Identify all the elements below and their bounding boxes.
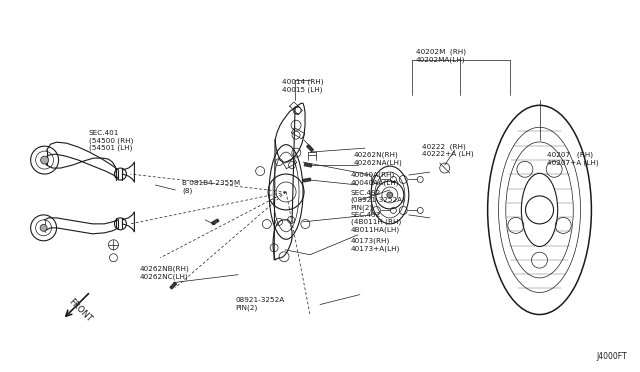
Text: 40262NB(RH)
40262NC(LH): 40262NB(RH) 40262NC(LH)	[140, 266, 189, 280]
Circle shape	[40, 224, 47, 231]
Text: B 081B4-2355M
(8): B 081B4-2355M (8)	[182, 180, 240, 193]
Polygon shape	[305, 163, 312, 167]
Polygon shape	[212, 219, 219, 225]
Text: SEC.492
(4B011H (RH)
4B011HA(LH): SEC.492 (4B011H (RH) 4B011HA(LH)	[351, 212, 401, 233]
Polygon shape	[303, 178, 310, 182]
Polygon shape	[170, 282, 177, 289]
Text: SEC.401
(54500 (RH)
(54501 (LH): SEC.401 (54500 (RH) (54501 (LH)	[89, 131, 133, 151]
Polygon shape	[307, 145, 314, 151]
Circle shape	[40, 156, 49, 164]
Text: 40173(RH)
40173+A(LH): 40173(RH) 40173+A(LH)	[351, 238, 400, 252]
Text: 08921-3252A
PIN(2): 08921-3252A PIN(2)	[236, 297, 285, 311]
Circle shape	[387, 192, 393, 198]
Text: 40014 (RH)
40015 (LH): 40014 (RH) 40015 (LH)	[282, 78, 323, 93]
Text: J4000FT: J4000FT	[596, 352, 627, 361]
Text: FRONT: FRONT	[67, 297, 93, 324]
Text: 40207   (RH)
40207+A (LH): 40207 (RH) 40207+A (LH)	[547, 152, 598, 166]
Text: 40262N(RH)
40262NA(LH): 40262N(RH) 40262NA(LH)	[353, 152, 402, 166]
Text: 40040A(RH)
40040AA(LH): 40040A(RH) 40040AA(LH)	[351, 172, 399, 186]
Text: SEC.492
(08921-3252A)
PIN(2): SEC.492 (08921-3252A) PIN(2)	[351, 190, 406, 211]
Text: 40202M  (RH)
40202MA(LH): 40202M (RH) 40202MA(LH)	[416, 49, 466, 63]
Text: 40222  (RH)
40222+A (LH): 40222 (RH) 40222+A (LH)	[422, 143, 474, 157]
